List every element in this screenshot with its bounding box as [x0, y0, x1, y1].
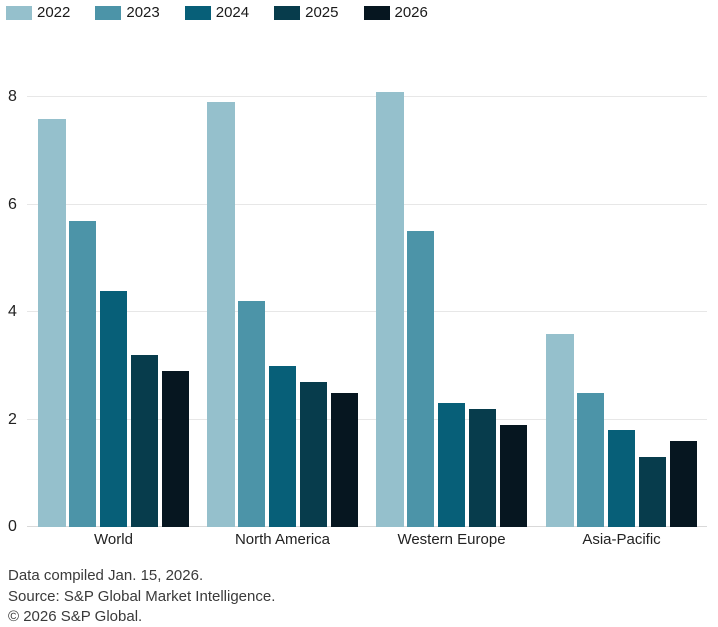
footer: Data compiled Jan. 15, 2026. Source: S&P… — [8, 566, 275, 627]
y-axis-tick-2: 2 — [8, 410, 17, 428]
bar-north-america-2026 — [330, 392, 358, 527]
bar-western-europe-2025 — [468, 408, 497, 527]
x-axis-category-label-world: World — [94, 531, 133, 548]
bar-world-2025 — [130, 355, 159, 527]
y-axis-tick-4: 4 — [8, 303, 17, 320]
legend-swatch-2026 — [363, 5, 390, 20]
footer-source: Source: S&P Global Market Intelligence. — [8, 587, 276, 605]
bar-western-europe-2024 — [437, 403, 466, 527]
plot-area: 0 2 4 6 8 — [0, 80, 718, 535]
bar-north-america-2023 — [237, 301, 266, 527]
bar-north-america-2025 — [299, 381, 328, 527]
legend-label-2025: 2025 — [305, 4, 339, 21]
bar-group-world — [38, 80, 189, 527]
bar-world-2022 — [38, 118, 66, 527]
bar-world-2026 — [161, 371, 189, 527]
legend-item-2025: 2025 — [274, 4, 339, 21]
bar-group-western-europe — [376, 80, 527, 527]
bar-western-europe-2022 — [376, 91, 404, 527]
legend-label-2026: 2026 — [394, 4, 428, 21]
bar-north-america-2024 — [268, 365, 297, 527]
legend-swatch-2025 — [274, 5, 301, 20]
gridline-8 — [27, 96, 707, 97]
legend-item-2024: 2024 — [184, 4, 250, 21]
bar-world-2023 — [68, 220, 97, 527]
bar-asia-pacific-2022 — [546, 333, 574, 527]
bar-north-america-2022 — [207, 102, 235, 527]
legend-swatch-2022 — [6, 5, 32, 20]
bar-asia-pacific-2025 — [638, 457, 667, 527]
x-axis-labels: World North America Western Europe Asia-Pac… — [0, 531, 718, 551]
bar-asia-pacific-2026 — [669, 441, 697, 527]
footer-copyright: © 2026 S&P Global. — [8, 608, 143, 625]
bar-asia-pacific-2023 — [576, 392, 605, 527]
gridline-6 — [27, 203, 707, 205]
y-axis-tick-6: 6 — [8, 195, 17, 213]
bar-asia-pacific-2024 — [607, 430, 636, 527]
legend-label-2022: 2022 — [37, 4, 71, 21]
y-axis-tick-8: 8 — [8, 88, 17, 105]
legend-item-2026: 2026 — [363, 4, 428, 21]
legend-item-2023: 2023 — [95, 4, 160, 21]
bar-group-asia-pacific — [546, 80, 697, 527]
bar-group-north-america — [207, 80, 358, 527]
gridline-4 — [27, 311, 707, 312]
bar-western-europe-2026 — [499, 424, 527, 527]
bar-western-europe-2023 — [406, 231, 435, 527]
legend-item-2022: 2022 — [6, 4, 70, 21]
legend-swatch-2023 — [95, 5, 122, 20]
x-axis-category-label-western-europe: Western Europe — [397, 531, 506, 548]
gridline-0 — [27, 526, 707, 527]
x-axis-category-label-north-america: North America — [234, 531, 331, 548]
legend-label-2024: 2024 — [215, 4, 250, 21]
legend-swatch-2024 — [184, 5, 211, 20]
y-axis-tick-0: 0 — [8, 518, 17, 535]
footer-compiled-date: Data compiled Jan. 15, 2026. — [8, 567, 204, 584]
gridline-2 — [27, 418, 707, 420]
legend-label-2023: 2023 — [126, 4, 160, 21]
bar-world-2024 — [99, 290, 128, 527]
x-axis-category-label-asia-pacific: Asia-Pacific — [582, 531, 661, 548]
legend: 2022 2023 2024 2025 2026 — [6, 4, 428, 21]
